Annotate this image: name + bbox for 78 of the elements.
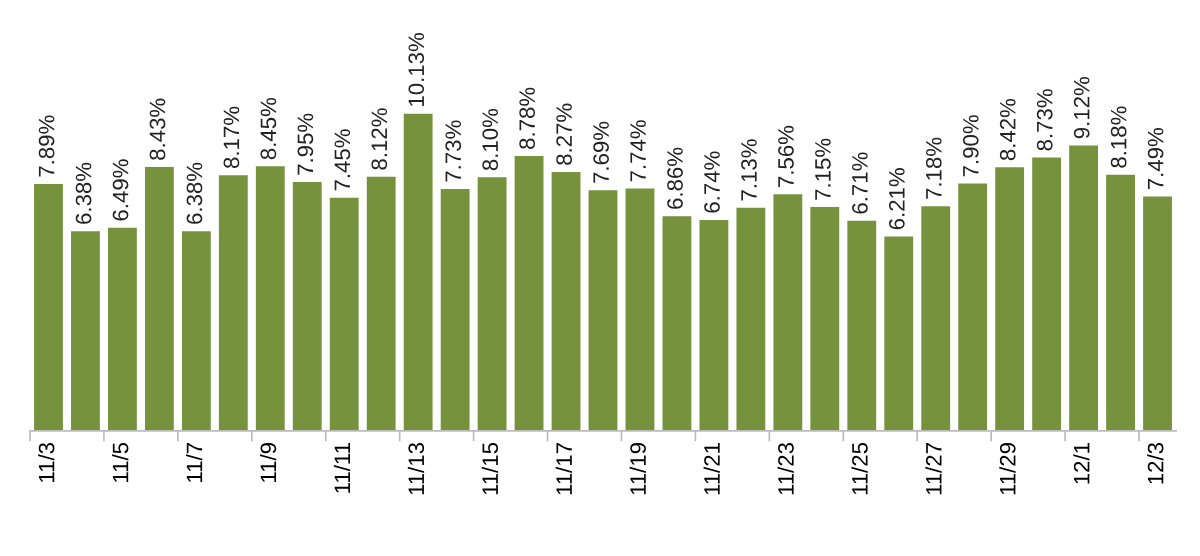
bar <box>1032 157 1062 431</box>
bar <box>1143 196 1172 431</box>
bar <box>108 227 137 431</box>
bar <box>773 194 803 431</box>
bar <box>588 190 618 431</box>
x-tick-label: 11/3 <box>38 442 55 482</box>
bar <box>958 183 988 431</box>
x-tick-label: 11/13 <box>407 442 425 495</box>
bar <box>1069 145 1098 431</box>
data-label: 7.73% <box>445 120 462 182</box>
bar <box>440 188 470 431</box>
x-tick-label: 11/19 <box>629 443 646 495</box>
bar <box>292 182 322 431</box>
bar <box>995 167 1025 431</box>
data-label: 6.38% <box>75 162 92 224</box>
data-label: 8.10% <box>482 108 499 171</box>
x-tick-label: 11/15 <box>481 442 499 495</box>
bar <box>736 207 766 431</box>
x-tick-label: 11/23 <box>777 442 794 495</box>
x-tick-label: 11/11 <box>333 443 351 493</box>
x-tick-label: 11/21 <box>703 443 720 495</box>
bar <box>699 219 729 431</box>
data-label: 8.78% <box>519 87 536 149</box>
x-tick-label: 11/5 <box>112 442 129 482</box>
data-label: 7.69% <box>593 121 609 183</box>
bar <box>329 197 359 431</box>
bar <box>181 231 211 431</box>
bar <box>847 220 877 431</box>
data-label: 7.13% <box>741 139 757 201</box>
data-label: 7.95% <box>297 113 314 175</box>
bar <box>625 188 655 431</box>
data-label: 7.45% <box>334 129 351 191</box>
bar <box>551 172 581 431</box>
data-label: 8.43% <box>149 98 166 160</box>
bar <box>884 236 914 431</box>
bar <box>34 183 63 431</box>
data-label: 8.27% <box>556 103 572 165</box>
data-label: 8.73% <box>1036 89 1053 151</box>
data-label: 8.18% <box>1110 106 1127 168</box>
x-tick-label: 12/3 <box>1147 442 1164 484</box>
data-label: 7.18% <box>925 137 942 199</box>
bar <box>218 175 248 431</box>
data-label: 7.90% <box>962 115 979 177</box>
data-label: 7.49% <box>1147 128 1164 190</box>
data-label: 8.45% <box>260 97 277 160</box>
data-label: 10.13% <box>408 33 425 106</box>
data-label: 6.38% <box>186 162 203 224</box>
data-label: 6.71% <box>852 152 868 214</box>
bar <box>514 156 544 431</box>
data-label: 7.15% <box>815 138 831 200</box>
x-tick-label: 11/17 <box>555 443 572 495</box>
bar <box>71 231 100 431</box>
data-label: 7.89% <box>38 115 55 177</box>
bar <box>662 216 692 431</box>
x-tick-label: 11/27 <box>925 443 942 495</box>
data-label: 6.74% <box>704 151 720 213</box>
data-label: 6.86% <box>667 147 683 209</box>
data-label: 8.42% <box>999 98 1016 161</box>
data-label: 8.17% <box>223 106 240 168</box>
x-tick-label: 11/7 <box>186 443 203 482</box>
bar <box>255 166 285 431</box>
data-label: 8.12% <box>371 108 388 170</box>
data-label: 7.74% <box>630 120 646 182</box>
data-label: 9.12% <box>1073 77 1090 139</box>
bar <box>144 166 174 431</box>
bar <box>810 207 840 431</box>
bar <box>403 113 433 431</box>
data-label: 7.56% <box>778 125 794 187</box>
bar <box>477 177 507 431</box>
data-label: 6.49% <box>112 159 129 221</box>
x-tick-label: 11/25 <box>851 442 868 495</box>
bar <box>366 176 396 431</box>
x-tick-label: 11/9 <box>259 443 277 482</box>
data-label: 6.21% <box>888 168 905 230</box>
x-tick-label: 11/29 <box>999 443 1016 495</box>
bar <box>921 206 951 431</box>
x-tick-label: 12/1 <box>1073 443 1090 484</box>
bar <box>1106 174 1135 431</box>
